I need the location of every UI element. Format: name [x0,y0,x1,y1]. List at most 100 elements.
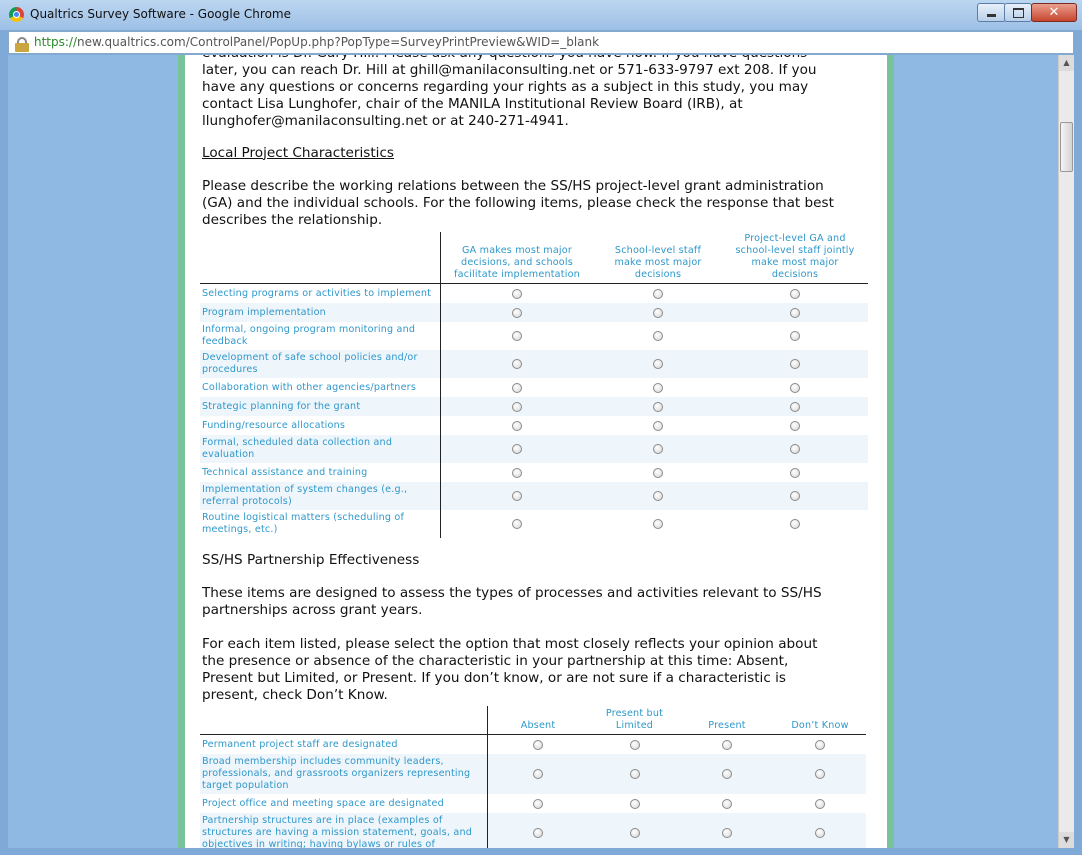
column-divider [440,303,441,322]
radio-button[interactable] [653,401,663,412]
radio-button[interactable] [722,798,732,809]
lock-shackle [17,37,27,45]
radio-button[interactable] [790,401,800,412]
radio-button[interactable] [629,828,640,838]
radio-button[interactable] [512,519,522,529]
radio-cell [594,463,722,482]
radio-button[interactable] [722,739,732,750]
radio-button[interactable] [653,444,663,454]
minimize-button[interactable] [977,3,1006,22]
radio-button[interactable] [653,382,663,393]
radio-button[interactable] [533,798,543,809]
radio-cell [440,416,594,435]
scrollbar[interactable]: ▲ ▼ [1058,55,1074,848]
radio-cell [594,322,722,350]
radio-button[interactable] [790,467,800,478]
scroll-down[interactable]: ▼ [1059,832,1074,848]
radio-button[interactable] [533,739,543,750]
paragraph-line: For each item listed, please select the … [202,635,818,652]
radio-cell [440,435,594,463]
radio-cell [589,794,680,813]
radio-button[interactable] [512,382,522,393]
close-button[interactable]: ✕ [1031,3,1077,22]
paragraph-line: Present but Limited, or Present. If you … [202,669,786,686]
paragraph-line: partnerships across grant years. [202,601,423,618]
radio-button[interactable] [790,491,800,501]
radio-button[interactable] [512,307,522,318]
radio-button[interactable] [790,444,800,454]
radio-cell [722,350,868,378]
radio-cell [594,416,722,435]
radio-button[interactable] [722,828,732,838]
radio-button[interactable] [653,331,663,341]
radio-button[interactable] [512,420,522,431]
radio-cell [487,813,589,848]
radio-cell [774,754,866,794]
radio-button[interactable] [653,420,663,431]
matrix-row: Technical assistance and training [200,463,868,482]
radio-button[interactable] [790,519,800,529]
column-header: Project-level GA and school-level staff … [735,233,855,280]
radio-button[interactable] [512,444,522,454]
radio-button[interactable] [629,769,640,779]
radio-cell [594,350,722,378]
lock-body [15,43,29,52]
radio-button[interactable] [790,288,800,299]
radio-button[interactable] [512,467,522,478]
radio-button[interactable] [653,307,663,318]
radio-button[interactable] [815,769,825,779]
radio-cell [594,397,722,416]
intro-line: contact Lisa Lunghofer, chair of the MAN… [202,95,743,112]
intro-line: have any questions or concerns regarding… [202,78,809,95]
scroll-up[interactable]: ▲ [1059,55,1074,71]
radio-button[interactable] [512,331,522,341]
address-bar[interactable]: https:// new.qualtrics.com/ControlPanel/… [8,31,1074,54]
matrix-row: Strategic planning for the grant [200,397,868,416]
radio-button[interactable] [653,491,663,501]
radio-button[interactable] [815,798,825,809]
radio-button[interactable] [512,491,522,501]
radio-button[interactable] [512,359,522,369]
radio-cell [680,754,774,794]
row-label: Strategic planning for the grant [202,400,361,412]
radio-button[interactable] [533,828,543,838]
radio-button[interactable] [790,307,800,318]
intro-line: llunghofer@manilaconsulting.net or at 24… [202,112,569,129]
radio-cell [722,284,868,303]
radio-button[interactable] [790,359,800,369]
matrix-row: Formal, scheduled data collection and ev… [200,435,868,463]
radio-button[interactable] [653,467,663,478]
radio-button[interactable] [815,739,825,750]
radio-button[interactable] [653,288,663,299]
column-header: Absent [520,720,556,731]
radio-cell [722,463,868,482]
matrix-row: Funding/resource allocations [200,416,868,435]
matrix-row: Routine logistical matters (scheduling o… [200,510,868,538]
radio-button[interactable] [533,769,543,779]
radio-cell [680,813,774,848]
scroll-thumb[interactable] [1060,122,1073,172]
radio-button[interactable] [722,769,732,779]
radio-button[interactable] [815,828,825,838]
row-label: Funding/resource allocations [202,419,346,431]
row-label: Project office and meeting space are des… [202,797,444,809]
intro-line: evaluation is Dr. Gary Hill. Please ask … [202,55,807,62]
radio-button[interactable] [653,359,663,369]
radio-button[interactable] [790,331,800,341]
radio-button[interactable] [629,798,640,809]
column-divider [440,284,441,303]
radio-button[interactable] [653,519,663,529]
row-label: Program implementation [202,306,326,318]
column-divider [440,232,441,283]
radio-button[interactable] [512,288,522,299]
column-divider [487,754,488,794]
column-divider [487,706,488,734]
radio-button[interactable] [790,420,800,431]
maximize-button[interactable] [1004,3,1032,22]
radio-button[interactable] [512,401,522,412]
content-area: evaluation is Dr. Gary Hill. Please ask … [8,55,1058,848]
radio-cell [440,378,594,397]
section-heading: Local Project Characteristics [202,144,395,161]
radio-button[interactable] [629,739,640,750]
radio-button[interactable] [790,382,800,393]
